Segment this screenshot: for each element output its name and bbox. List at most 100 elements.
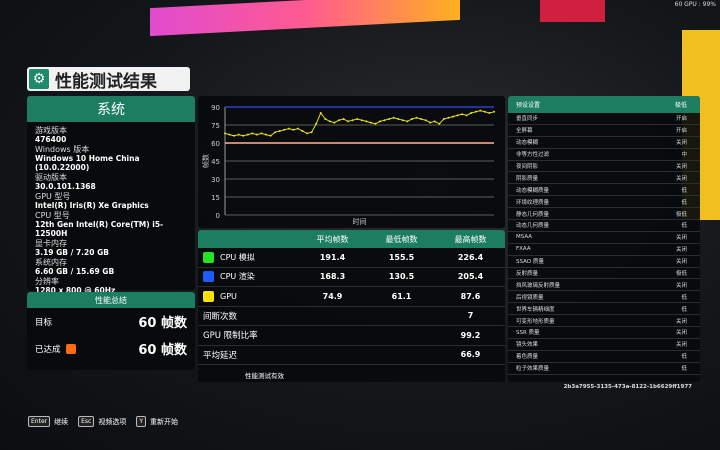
- setting-name: 垂直同步: [516, 116, 539, 123]
- setting-name: 反射质量: [516, 271, 539, 278]
- data-point: [465, 114, 468, 117]
- setting-value: 关闭: [675, 235, 687, 242]
- settings-row: 静态几何质量 极低: [508, 208, 700, 221]
- cell-min: 61.1: [391, 291, 412, 301]
- key-esc-button[interactable]: Esc: [78, 416, 95, 427]
- y-tick-label: 60: [211, 140, 220, 148]
- data-point: [429, 121, 432, 124]
- table-row: CPU 渲染 168.3 130.5 205.4: [198, 268, 505, 287]
- cell-max: 205.4: [457, 272, 484, 282]
- settings-row: 全屏幕 开启: [508, 125, 700, 137]
- row-label-cell: GPU: [198, 290, 298, 302]
- data-point: [306, 132, 309, 135]
- settings-row: 可变形地形质量 关闭: [508, 315, 700, 328]
- page-title-text: 性能测试结果: [55, 71, 157, 92]
- gpu-fps-line: [224, 110, 495, 137]
- page-title: ⚙ 性能测试结果: [27, 67, 190, 92]
- table-header: 平均帧数 最低帧数 最高帧数: [198, 230, 505, 248]
- setting-value: 关闭: [675, 164, 687, 170]
- row-label: CPU 模拟: [220, 252, 255, 262]
- settings-row: 镜头效果 关闭: [508, 339, 700, 351]
- table-row: GPU 限制比率 99.2: [198, 326, 505, 346]
- data-point: [383, 119, 386, 122]
- data-point: [356, 118, 359, 120]
- settings-row: 阴影质量 关闭: [508, 172, 700, 185]
- settings-row: 动态模糊 关闭: [508, 137, 700, 149]
- target-value: 60 帧数: [138, 316, 187, 331]
- data-point: [401, 119, 404, 122]
- setting-value: 极低: [675, 271, 687, 278]
- system-item-label: 游戏版本: [35, 126, 67, 135]
- settings-row: 着色质量 低: [508, 351, 700, 363]
- data-point: [315, 122, 318, 125]
- setting-value: 关闭: [675, 318, 687, 325]
- extra-value: 66.9: [460, 350, 481, 360]
- data-point: [406, 120, 409, 123]
- row-label-cell: CPU 渲染: [198, 271, 298, 283]
- extra-label: GPU 限制比率: [203, 331, 258, 342]
- setting-value: 中: [681, 152, 687, 159]
- y-axis-label: 帧数: [201, 154, 210, 168]
- system-item-value: 476400: [35, 135, 67, 144]
- key-enter-button[interactable]: Enter: [28, 416, 51, 427]
- data-point: [233, 134, 236, 137]
- data-point: [483, 110, 486, 113]
- table-row: 平均延迟 66.9: [198, 346, 505, 365]
- settings-row: 世界车辆精细度 低: [508, 303, 700, 316]
- data-point: [442, 118, 445, 120]
- setting-name: 环境纹理质量: [516, 199, 550, 206]
- cell-avg: 168.3: [319, 272, 346, 282]
- data-point: [488, 112, 491, 114]
- key-y-button[interactable]: Y: [136, 416, 146, 427]
- system-item-label: Windows 版本: [35, 145, 90, 154]
- data-point: [415, 116, 418, 119]
- hint-label[interactable]: 重新开始: [150, 417, 178, 426]
- settings-row: 动态几何质量 低: [508, 220, 700, 232]
- row-label-cell: CPU 模拟: [198, 251, 298, 263]
- data-point: [451, 115, 454, 118]
- setting-value: 关闭: [675, 247, 687, 254]
- setting-name: 着色质量: [516, 354, 539, 361]
- setting-value: 低: [681, 354, 687, 361]
- benchmark-valid-text: 性能测试有效: [198, 370, 505, 382]
- setting-value: 关闭: [675, 175, 687, 182]
- summary-header: 性能总结: [27, 292, 195, 308]
- data-point: [424, 119, 427, 122]
- setting-name: 静态几何质量: [516, 211, 550, 218]
- fps-chart: 0 15 30 45 60 75 90 时间 帧数: [198, 96, 505, 228]
- data-point: [242, 134, 245, 137]
- data-point: [287, 127, 290, 130]
- setting-value: 开启: [675, 128, 687, 135]
- x-axis-label: 时间: [353, 217, 367, 226]
- setting-value: 低: [681, 199, 687, 206]
- system-item-value: 30.0.101.1368: [35, 182, 96, 191]
- data-point: [474, 110, 477, 113]
- data-point: [374, 122, 377, 125]
- cell-avg: 191.4: [319, 252, 346, 262]
- target-row: 目标 60 帧数: [27, 308, 195, 335]
- setting-value: 低: [681, 306, 687, 313]
- data-point: [333, 121, 336, 124]
- hint-label[interactable]: 继续: [54, 417, 69, 426]
- setting-name: 粒子效果质量: [516, 366, 550, 373]
- data-point: [224, 132, 226, 135]
- setting-name: 夜间阴影: [516, 164, 539, 170]
- system-item-value: Intel(R) Iris(R) Xe Graphics: [35, 201, 149, 210]
- y-tick-label: 45: [211, 158, 220, 166]
- settings-row: MSAA 关闭: [508, 232, 700, 244]
- system-header: 系统: [27, 96, 195, 122]
- hint-label[interactable]: 视频选项: [98, 417, 127, 426]
- system-item-value: 1280 x 800 @ 60Hz: [35, 286, 116, 295]
- setting-value: 关闭: [675, 330, 687, 337]
- data-point: [360, 119, 363, 122]
- data-point: [278, 130, 281, 132]
- background-pink-sign: [150, 0, 460, 37]
- fps-overlay: 60 GPU : 99%: [674, 1, 716, 8]
- settings-header-label: 预设设置: [516, 102, 541, 109]
- data-point: [347, 120, 350, 123]
- system-item-value: 3.19 GB / 7.20 GB: [35, 248, 109, 257]
- setting-value: 关闭: [675, 140, 687, 147]
- cell-min: 155.5: [388, 252, 415, 262]
- data-point: [397, 118, 400, 120]
- setting-name: 镜头效果: [516, 342, 539, 349]
